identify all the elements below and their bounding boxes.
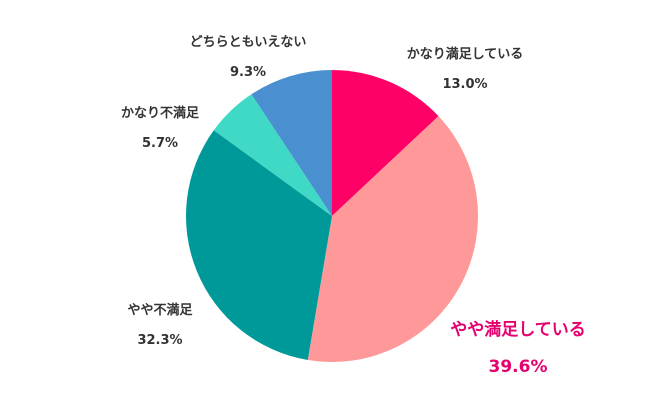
slice-label: どちらともいえない xyxy=(190,35,307,50)
pie-slice xyxy=(332,70,439,216)
pie-slice xyxy=(185,130,332,360)
pie-slice xyxy=(307,116,479,363)
slice-label: やや不満足 xyxy=(127,302,193,318)
pie-slice xyxy=(251,70,332,216)
slice-label: かなり不満足 xyxy=(121,105,200,121)
slice-value-label: 13.0% xyxy=(442,77,487,92)
slice-value-label: 5.7% xyxy=(142,136,178,151)
pie-slice xyxy=(213,94,332,216)
slice-label: やや満足している xyxy=(450,319,586,340)
slice-value-label: 39.6% xyxy=(489,357,548,377)
slice-value-label: 32.3% xyxy=(137,333,182,348)
slice-label: かなり満足している xyxy=(407,46,524,62)
slice-value-label: 9.3% xyxy=(230,65,266,80)
